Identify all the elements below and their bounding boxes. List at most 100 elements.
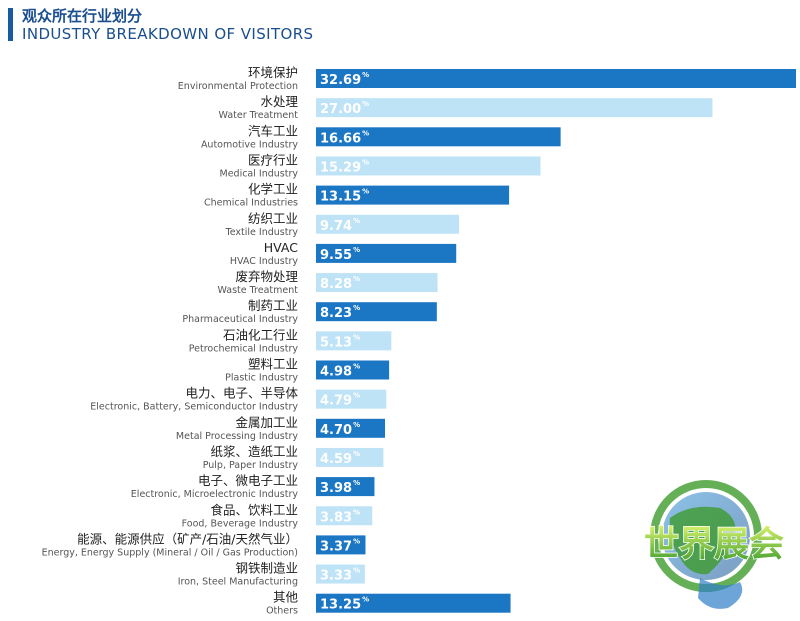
bar-9 [316, 331, 392, 351]
category-label-cn-10: 塑料工业 [248, 357, 298, 372]
bar-value-unit-11: % [353, 392, 360, 400]
bar-7 [316, 273, 438, 293]
bar-0 [316, 69, 796, 88]
category-label-en-8: Pharmaceutical Industry [182, 314, 298, 325]
category-label-en-2: Automotive Industry [201, 139, 298, 150]
bar-value-unit-17: % [353, 567, 360, 575]
category-label-cn-3: 医疗行业 [248, 152, 298, 167]
bar-value-label-1: 27.00 [320, 102, 361, 117]
category-label-cn-14: 电子、微电子工业 [198, 473, 298, 488]
bar-value-unit-15: % [353, 508, 360, 516]
bar-value-label-15: 3.83 [320, 510, 352, 525]
bar-value-label-0: 32.69 [320, 73, 361, 88]
bar-10 [316, 360, 390, 380]
category-label-cn-0: 环境保护 [248, 65, 298, 80]
category-label-cn-1: 水处理 [260, 94, 298, 109]
bar-value-unit-3: % [362, 158, 369, 166]
chart-title-en: INDUSTRY BREAKDOWN OF VISITORS [22, 25, 314, 43]
bar-value-unit-16: % [353, 537, 360, 545]
bar-value-unit-1: % [362, 100, 369, 108]
category-label-en-15: Food, Beverage Industry [182, 518, 299, 529]
bar-value-unit-14: % [353, 479, 360, 487]
bar-value-unit-7: % [353, 275, 360, 283]
bar-value-label-3: 15.29 [320, 160, 361, 175]
bar-value-label-8: 8.23 [320, 306, 352, 321]
category-label-en-16: Energy, Energy Supply (Mineral / Oil / G… [42, 547, 298, 558]
category-label-cn-15: 食品、饮料工业 [210, 502, 298, 517]
bar-value-label-10: 4.98 [320, 365, 352, 380]
bar-8 [316, 302, 437, 322]
category-label-en-0: Environmental Protection [178, 81, 298, 92]
bar-16 [316, 535, 366, 555]
category-label-en-17: Iron, Steel Manufacturing [178, 577, 298, 588]
bar-15 [316, 506, 373, 526]
bar-value-unit-13: % [353, 450, 360, 458]
category-label-en-3: Medical Industry [220, 168, 299, 179]
bar-11 [316, 389, 387, 409]
category-label-cn-4: 化学工业 [248, 182, 298, 197]
bar-value-label-7: 8.28 [320, 277, 352, 292]
logo-text: 世界展会 [644, 525, 784, 565]
category-label-en-1: Water Treatment [219, 110, 299, 121]
bar-value-label-6: 9.55 [320, 248, 352, 263]
title-accent-bar [8, 8, 13, 41]
bar-12 [316, 418, 386, 438]
bar-value-label-13: 4.59 [320, 452, 352, 467]
category-label-cn-9: 石油化工行业 [223, 327, 298, 342]
bar-6 [316, 243, 457, 263]
bar-value-unit-8: % [353, 304, 360, 312]
category-label-en-11: Electronic, Battery, Semiconductor Indus… [90, 402, 298, 413]
bar-value-label-14: 3.98 [320, 481, 352, 496]
category-label-en-4: Chemical Industries [204, 198, 298, 209]
bar-value-label-12: 4.70 [320, 423, 352, 438]
bar-value-unit-12: % [353, 421, 360, 429]
bar-value-label-2: 16.66 [320, 131, 361, 146]
bar-value-label-16: 3.37 [320, 539, 352, 554]
bar-value-unit-5: % [353, 217, 360, 225]
bar-13 [316, 447, 384, 467]
category-label-en-5: Textile Industry [225, 227, 299, 238]
category-label-cn-8: 制药工业 [248, 298, 298, 313]
category-label-en-7: Waste Treatment [218, 285, 299, 296]
bar-value-label-9: 5.13 [320, 335, 352, 350]
bar-value-unit-10: % [353, 363, 360, 371]
bar-2 [316, 127, 561, 147]
bar-value-label-11: 4.79 [320, 394, 352, 409]
category-label-en-18: Others [266, 606, 298, 617]
bar-value-unit-18: % [362, 596, 369, 604]
bar-value-unit-4: % [362, 188, 369, 196]
category-label-en-13: Pulp, Paper Industry [203, 460, 299, 471]
category-label-cn-13: 纸浆、造纸工业 [210, 444, 298, 459]
category-label-cn-5: 纺织工业 [248, 211, 298, 226]
category-label-en-12: Metal Processing Industry [176, 431, 298, 442]
bar-value-label-4: 13.15 [320, 190, 361, 205]
category-label-cn-16: 能源、能源供应（矿产/石油/天然气业） [77, 531, 298, 546]
bar-17 [316, 564, 365, 584]
bar-value-unit-0: % [362, 71, 369, 79]
category-label-cn-12: 金属加工业 [235, 415, 298, 430]
category-label-cn-17: 钢铁制造业 [235, 561, 298, 576]
bar-value-unit-6: % [353, 246, 360, 254]
category-label-cn-18: 其他 [273, 590, 299, 605]
category-label-en-6: HVAC Industry [230, 256, 298, 267]
bar-1 [316, 98, 713, 118]
chart-title-cn: 观众所在行业划分 [22, 7, 143, 25]
bar-value-unit-2: % [362, 129, 369, 137]
bar-5 [316, 214, 460, 234]
category-label-cn-7: 废弃物处理 [235, 269, 298, 284]
bar-14 [316, 477, 375, 497]
bar-value-label-5: 9.74 [320, 219, 352, 234]
bar-value-label-18: 13.25 [320, 598, 361, 613]
bar-value-unit-9: % [353, 333, 360, 341]
bar-18 [316, 593, 511, 613]
category-label-en-14: Electronic, Microelectronic Industry [131, 489, 299, 500]
category-label-cn-11: 电力、电子、半导体 [185, 386, 298, 401]
bar-3 [316, 156, 541, 176]
bar-value-label-17: 3.33 [320, 569, 352, 584]
category-label-en-9: Petrochemical Industry [189, 343, 299, 354]
category-label-cn-6: HVAC [264, 240, 298, 255]
category-label-cn-2: 汽车工业 [248, 123, 298, 138]
shijie-zhanhui-logo: 世界展会 [643, 480, 785, 609]
category-label-en-10: Plastic Industry [225, 373, 298, 384]
